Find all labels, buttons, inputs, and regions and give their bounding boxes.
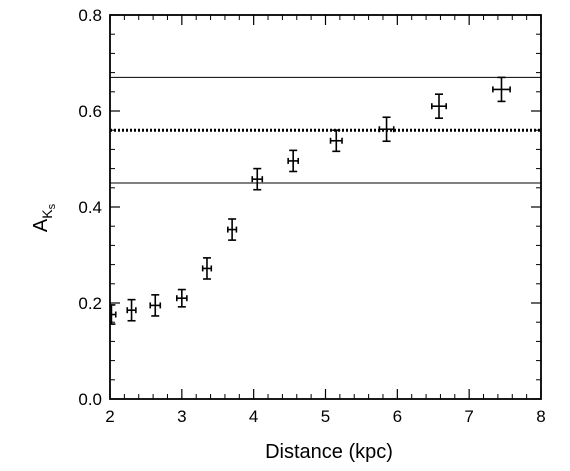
plot-frame — [109, 14, 542, 400]
data-point-8 — [329, 129, 343, 153]
x-tick-label-6: 8 — [536, 407, 545, 426]
tick-labels: 2 3 4 5 6 7 8 0.0 0.2 0.4 0.6 0.8 — [78, 6, 545, 426]
y-axis-title-subsub: s — [46, 203, 58, 209]
data-points — [110, 76, 511, 325]
data-point-2 — [149, 294, 162, 317]
y-tick-label-0: 0.0 — [78, 390, 102, 409]
data-point-4 — [201, 257, 213, 280]
data-point-0 — [110, 304, 117, 325]
data-point-1 — [126, 298, 137, 322]
y-tick-label-1: 0.2 — [78, 294, 102, 313]
data-point-6 — [251, 167, 264, 191]
reference-lines — [110, 76, 541, 184]
x-tick-label-1: 3 — [177, 407, 186, 426]
data-point-11 — [492, 76, 511, 103]
x-tick-label-4: 6 — [393, 407, 402, 426]
y-axis-title-sub: K — [39, 209, 55, 219]
y-tick-label-4: 0.8 — [78, 6, 102, 25]
data-point-5 — [227, 218, 238, 241]
y-tick-label-2: 0.4 — [78, 198, 102, 217]
data-point-9 — [378, 116, 395, 143]
y-axis-title-main: A — [30, 218, 52, 232]
y-axis-title: AKs — [30, 203, 58, 232]
x-axis-title: Distance (kpc) — [265, 441, 393, 463]
data-point-3 — [176, 288, 188, 308]
y-tick-label-3: 0.6 — [78, 102, 102, 121]
axis-ticks — [109, 14, 542, 400]
data-point-7 — [287, 149, 300, 173]
x-tick-label-3: 5 — [321, 407, 330, 426]
x-tick-label-5: 7 — [464, 407, 473, 426]
plot-area — [109, 14, 542, 400]
x-tick-label-2: 4 — [249, 407, 258, 426]
x-tick-label-0: 2 — [105, 407, 114, 426]
data-point-10 — [431, 93, 447, 119]
